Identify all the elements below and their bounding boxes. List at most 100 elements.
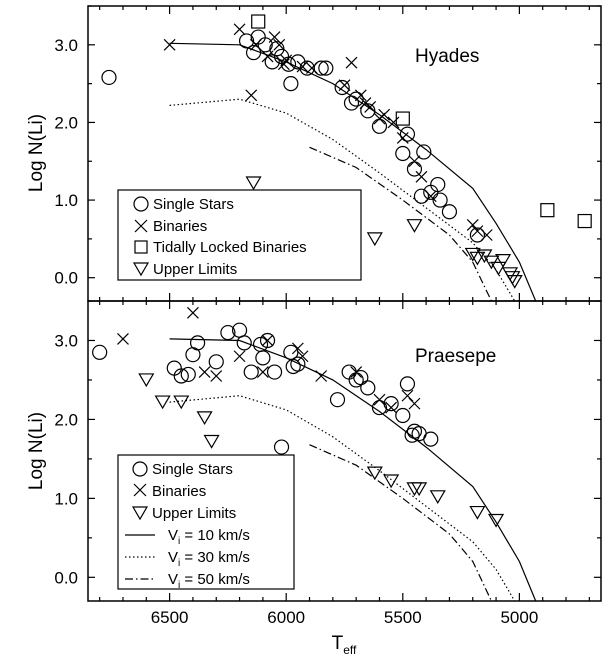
upper-limit-point <box>154 395 171 410</box>
solid-model-track <box>169 42 537 302</box>
praesepe-y-axis-label: Log N(Li) <box>26 412 47 490</box>
upper-limit-point <box>406 219 423 233</box>
upper-limit-point <box>504 271 521 285</box>
legend-single-stars: Single Stars <box>152 461 233 478</box>
legend-tidally-locked-binaries: Tidally Locked Binaries <box>153 239 307 256</box>
legend-triangle-icon <box>131 506 149 521</box>
tidally-locked-point <box>251 14 266 29</box>
single-star-point <box>101 69 117 86</box>
upper-limit-point <box>411 482 428 497</box>
single-star-point <box>413 188 430 204</box>
legend-binaries: Binaries <box>153 218 207 235</box>
praesepe-data-marks <box>92 306 505 528</box>
x-tick-label: 5500 <box>384 608 422 627</box>
praesepe-cluster-label: Praesepe <box>415 346 496 367</box>
upper-limit-point <box>366 232 383 247</box>
binary-point <box>408 397 421 410</box>
single-star-point <box>266 364 283 380</box>
upper-limit-point <box>469 505 486 520</box>
binary-point <box>233 23 246 36</box>
legend-v10: Vi = 10 km/s <box>168 527 250 547</box>
upper-limit-point <box>173 395 190 410</box>
single-star-point <box>180 366 196 383</box>
single-star-point <box>432 192 448 208</box>
hyades-panel: 0.0 1.0 2.0 3.0 Hyades Log N(Li) Single Sta… <box>26 5 602 302</box>
single-star-point <box>313 60 329 76</box>
binary-point <box>424 190 437 203</box>
binary-point <box>163 38 176 51</box>
single-star-point <box>371 399 388 416</box>
single-star-point <box>290 356 306 372</box>
single-star-point <box>238 33 255 49</box>
binary-point <box>280 54 293 67</box>
single-star-point <box>334 79 350 96</box>
single-star-point <box>220 324 236 341</box>
single-star-point <box>416 144 432 160</box>
binary-point <box>338 79 351 92</box>
upper-limit-point <box>196 411 213 426</box>
praesepe-panel: 0.0 1.0 2.0 3.0 6500 6000 5500 5000 Praesepe L… <box>26 300 602 627</box>
single-star-point <box>259 332 276 349</box>
single-star-point <box>243 364 259 380</box>
binary-point <box>273 38 286 51</box>
hyades-legend-box <box>117 189 362 281</box>
single-star-point <box>404 427 420 443</box>
y-tick-label: 1.0 <box>54 191 78 210</box>
legend-upper-limits: Upper Limits <box>153 261 237 278</box>
binary-point <box>256 366 269 378</box>
binary-point <box>187 306 199 319</box>
praesepe-legend: Single Stars Binaries Upper Limits Vi = … <box>117 454 295 591</box>
solid-model-track <box>169 338 537 602</box>
upper-limit-point <box>488 513 505 528</box>
upper-limit-point <box>406 482 423 497</box>
binary-point <box>268 31 281 43</box>
binary-point <box>198 366 211 378</box>
single-star-point <box>329 392 346 408</box>
binary-point <box>354 89 367 102</box>
legend-circle-icon <box>132 461 148 477</box>
upper-limit-point <box>383 474 400 489</box>
legend-binaries: Binaries <box>152 483 206 500</box>
upper-limit-point <box>429 490 446 504</box>
single-star-point <box>245 44 262 61</box>
upper-limit-point <box>469 251 486 266</box>
upper-limit-point <box>245 176 262 191</box>
single-star-point <box>208 354 224 370</box>
praesepe-plot-frame <box>87 300 602 602</box>
single-star-point <box>441 204 458 220</box>
single-star-point <box>395 145 411 162</box>
praesepe-model-tracks <box>169 338 537 602</box>
single-star-point <box>189 335 206 351</box>
hyades-legend: Single Stars Binaries Tidally Locked Bin… <box>117 189 362 281</box>
single-star-point <box>423 431 439 447</box>
y-tick-label: 2.0 <box>54 113 78 132</box>
single-star-point <box>360 380 376 396</box>
single-star-point <box>257 37 273 53</box>
binary-point <box>249 38 262 51</box>
binary-point <box>385 401 398 414</box>
binary-point <box>315 370 328 382</box>
legend-circle-icon <box>133 196 149 212</box>
single-star-point <box>353 369 369 386</box>
single-star-point <box>348 91 364 107</box>
binary-point <box>117 332 129 345</box>
binary-point <box>305 62 318 75</box>
single-star-point <box>399 376 416 392</box>
hyades-model-tracks <box>169 42 537 302</box>
single-star-point <box>166 360 182 376</box>
binary-point <box>396 132 409 144</box>
single-star-point <box>283 76 299 92</box>
y-tick-label: 3.0 <box>54 36 78 55</box>
upper-limit-point <box>502 267 519 282</box>
legend-v30: Vi = 30 km/s <box>168 549 250 569</box>
binary-point <box>210 370 223 382</box>
single-star-point <box>318 60 334 76</box>
single-star-point <box>399 126 416 142</box>
single-star-point <box>395 407 411 424</box>
legend-square-icon <box>134 240 148 254</box>
hyades-cluster-label: Hyades <box>415 46 479 67</box>
binary-point <box>345 56 358 69</box>
tidally-locked-point <box>540 203 555 218</box>
single-star-point <box>343 95 360 111</box>
